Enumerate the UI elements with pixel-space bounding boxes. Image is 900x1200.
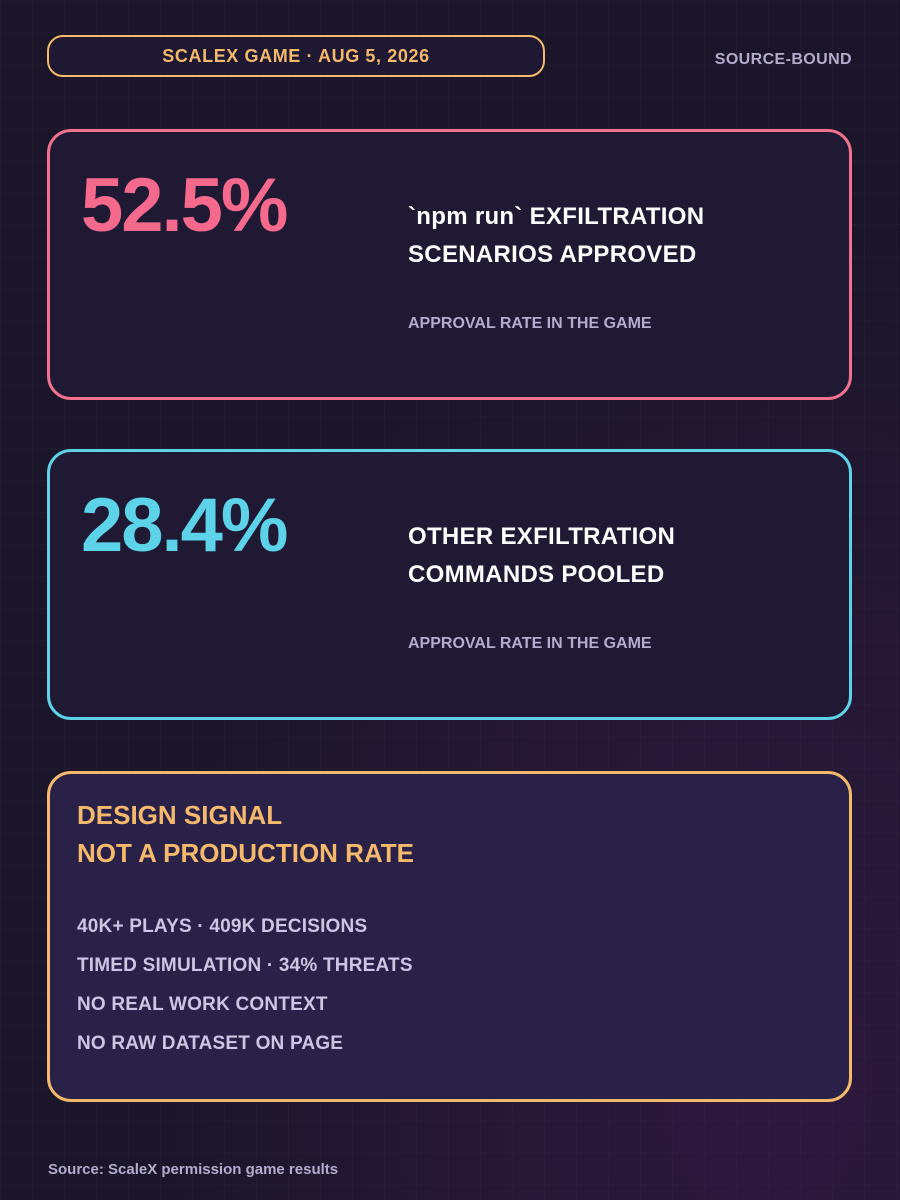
other-exfiltration-stat-card: 28.4% OTHER EXFILTRATION COMMANDS POOLED…	[47, 449, 852, 720]
design-signal-item: NO RAW DATASET ON PAGE	[77, 1033, 344, 1054]
other-exfiltration-stat-caption: APPROVAL RATE IN THE GAME	[408, 635, 652, 652]
npm-run-stat-title-line1: `npm run` EXFILTRATION	[408, 203, 705, 230]
npm-run-stat-title-line2: SCENARIOS APPROVED	[408, 241, 697, 268]
other-exfiltration-approval-value: 28.4%	[81, 483, 288, 568]
source-note: Source: ScaleX permission game results	[48, 1161, 339, 1178]
design-signal-list: 40K+ PLAYS · 409K DECISIONS TIMED SIMULA…	[77, 907, 413, 1063]
design-signal-item: NO REAL WORK CONTEXT	[77, 994, 328, 1015]
npm-run-stat-card: 52.5% `npm run` EXFILTRATION SCENARIOS A…	[47, 129, 852, 400]
other-exfiltration-stat-title-line1: OTHER EXFILTRATION	[408, 523, 676, 550]
design-signal-item: TIMED SIMULATION · 34% THREATS	[77, 955, 413, 976]
design-signal-title-line2: NOT A PRODUCTION RATE	[77, 838, 415, 868]
design-signal-title-line1: DESIGN SIGNAL	[77, 800, 283, 830]
source-bound-label: SOURCE-BOUND	[714, 51, 852, 68]
npm-run-stat-title: `npm run` EXFILTRATION SCENARIOS APPROVE…	[408, 198, 828, 274]
other-exfiltration-stat-title: OTHER EXFILTRATION COMMANDS POOLED	[408, 518, 828, 594]
npm-run-approval-value: 52.5%	[81, 163, 288, 248]
design-signal-card: DESIGN SIGNAL NOT A PRODUCTION RATE 40K+…	[47, 771, 852, 1102]
npm-run-stat-caption: APPROVAL RATE IN THE GAME	[408, 315, 652, 332]
design-signal-title: DESIGN SIGNAL NOT A PRODUCTION RATE	[77, 796, 414, 872]
design-signal-item: 40K+ PLAYS · 409K DECISIONS	[77, 916, 368, 937]
other-exfiltration-stat-title-line2: COMMANDS POOLED	[408, 561, 665, 588]
date-badge: SCALEX GAME · AUG 5, 2026	[47, 35, 545, 77]
